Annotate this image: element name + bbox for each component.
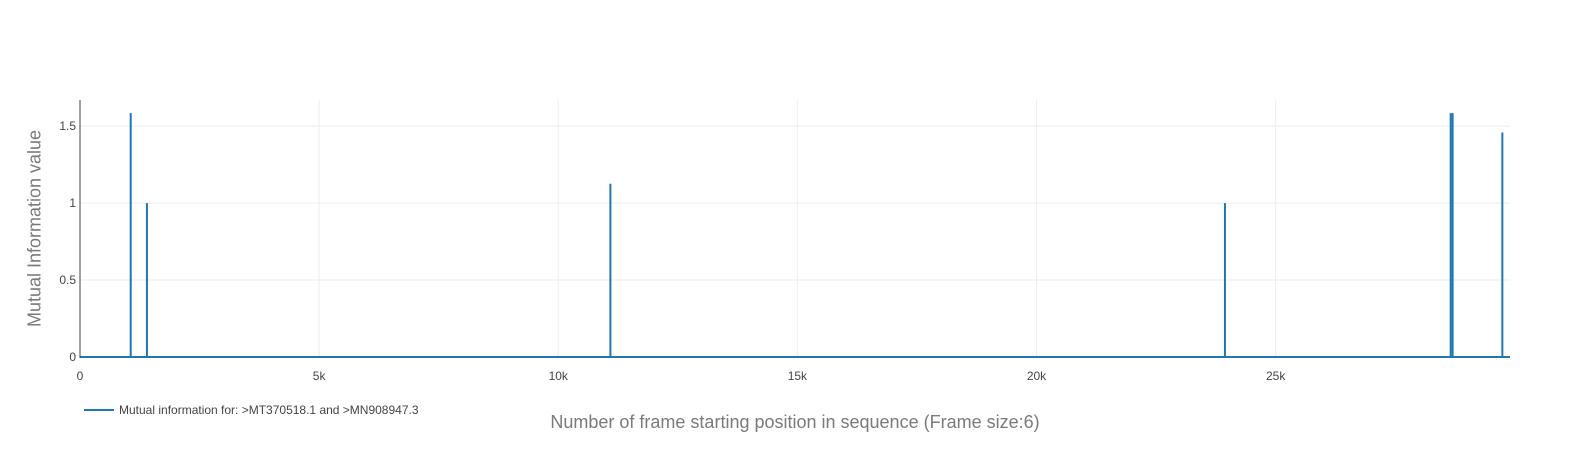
legend-label: Mutual information for: >MT370518.1 and … — [119, 403, 419, 417]
x-tick-label: 25k — [1266, 369, 1286, 383]
y-tick-label: 0 — [69, 350, 76, 364]
y-tick-labels: 0 0.5 1 1.5 — [59, 119, 76, 364]
legend[interactable]: Mutual information for: >MT370518.1 and … — [84, 403, 419, 417]
y-tick-label: 1.5 — [59, 119, 76, 133]
y-axis-title: Mutual Information value — [24, 130, 44, 327]
series-layer — [80, 113, 1510, 358]
x-axis-title: Number of frame starting position in seq… — [550, 412, 1039, 432]
x-tick-label: 5k — [313, 369, 327, 383]
x-tick-label: 0 — [77, 369, 84, 383]
x-tick-label: 10k — [549, 369, 569, 383]
x-tick-label: 15k — [788, 369, 808, 383]
y-tick-label: 0.5 — [59, 273, 76, 287]
x-tick-labels: 0 5k 10k 15k 20k 25k — [77, 369, 1287, 383]
y-tick-label: 1 — [69, 196, 76, 210]
grid — [80, 100, 1510, 357]
x-tick-label: 20k — [1027, 369, 1047, 383]
